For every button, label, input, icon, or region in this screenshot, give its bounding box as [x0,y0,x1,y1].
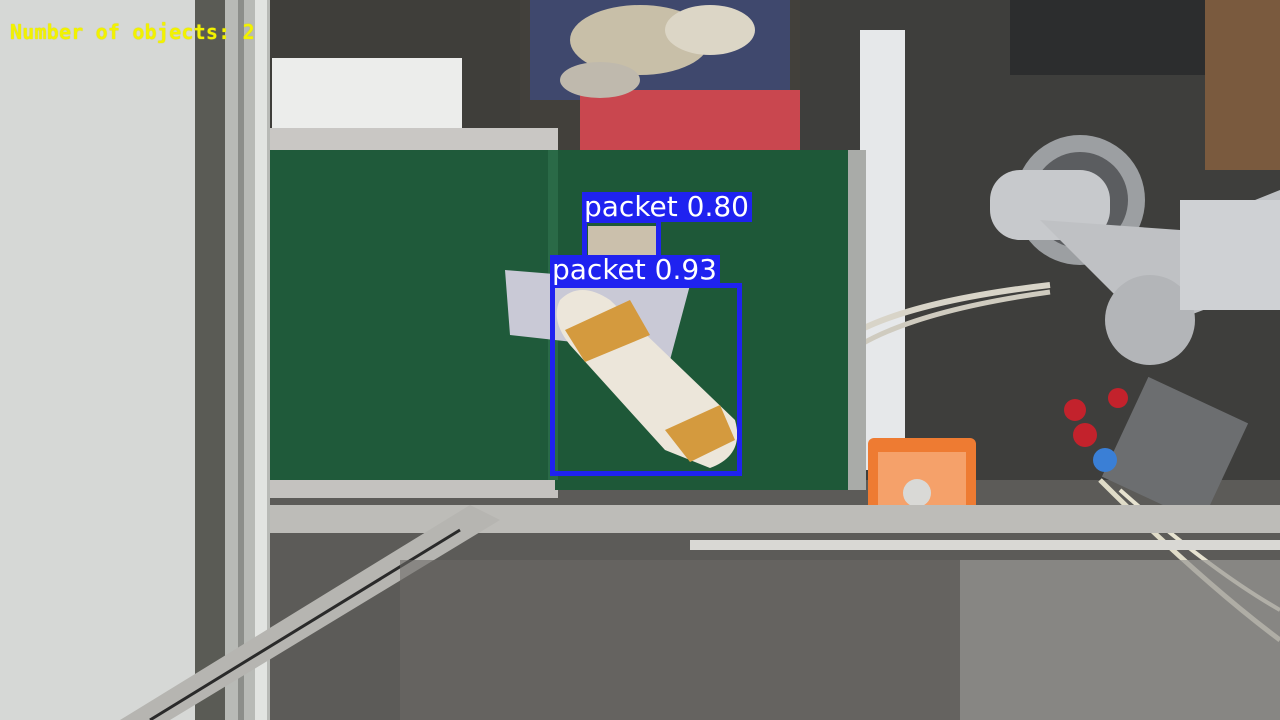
detection-label: packet 0.93 [550,255,720,285]
object-count-label: Number of objects: 2 [10,20,255,44]
detection-box-packet [550,283,742,476]
detection-label: packet 0.80 [582,192,752,222]
